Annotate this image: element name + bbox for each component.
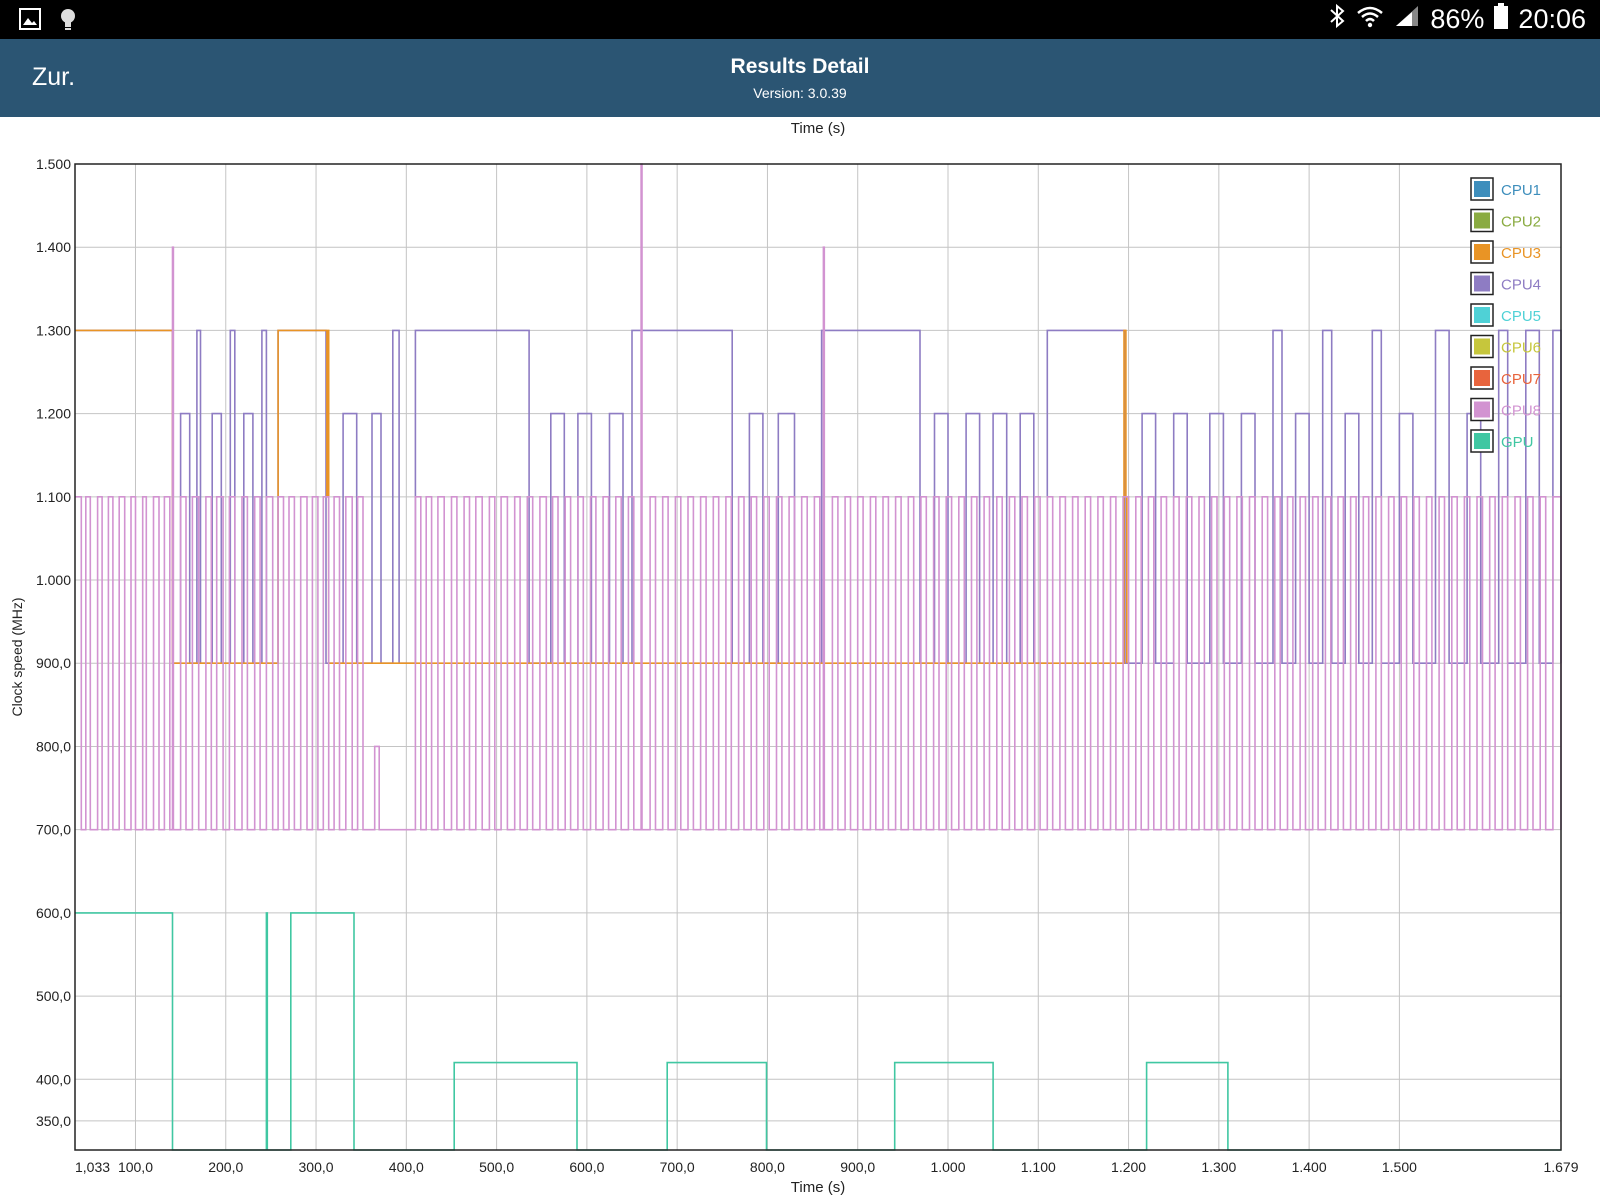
series-lines <box>75 163 1562 1151</box>
legend-swatch-cpu8 <box>1474 401 1490 418</box>
legend-swatch-cpu3 <box>1474 244 1490 260</box>
legend-swatch-cpu1 <box>1474 181 1490 197</box>
y-tick-label: 1.200 <box>36 406 71 422</box>
clock: 20:06 <box>1518 4 1586 34</box>
x-axis-title: Time (s) <box>791 1179 845 1196</box>
wifi-icon <box>1356 4 1384 35</box>
x-tick-label: 700,0 <box>660 1159 695 1175</box>
gallery-icon <box>19 8 41 35</box>
legend-swatch-cpu7 <box>1474 370 1490 386</box>
x-tick-label: 1.679 <box>1543 1159 1578 1175</box>
legend-label-cpu6: CPU6 <box>1501 340 1541 357</box>
y-tick-label: 800,0 <box>36 738 71 754</box>
x-tick-label: 400,0 <box>389 1159 424 1175</box>
legend-label-cpu1: CPU1 <box>1501 182 1541 199</box>
x-tick-label: 1.300 <box>1201 1159 1236 1175</box>
x-tick-label: 300,0 <box>299 1159 334 1175</box>
y-tick-label: 1.400 <box>36 239 71 255</box>
x-tick-label: 1.000 <box>930 1159 965 1175</box>
legend-label-cpu5: CPU5 <box>1501 308 1541 325</box>
y-tick-label: 1.100 <box>36 489 71 505</box>
y-tick-label: 600,0 <box>36 905 71 921</box>
page-title: Results Detail <box>730 55 870 78</box>
legend-label-cpu2: CPU2 <box>1501 214 1541 231</box>
y-tick-label: 400,0 <box>36 1071 71 1087</box>
battery-icon <box>1494 3 1509 36</box>
x-tick-label: 1.400 <box>1292 1159 1327 1175</box>
legend-swatch-cpu6 <box>1474 338 1490 355</box>
legend-label-cpu4: CPU4 <box>1501 277 1541 294</box>
legend-swatch-cpu5 <box>1474 307 1490 323</box>
x-tick-label: 900,0 <box>840 1159 875 1175</box>
y-tick-label: 1.300 <box>36 322 71 338</box>
legend-label-cpu3: CPU3 <box>1501 245 1541 262</box>
status-bar: 86% 20:06 <box>0 0 1600 39</box>
legend-swatch-cpu2 <box>1474 212 1490 229</box>
legend-label-cpu8: CPU8 <box>1501 403 1541 420</box>
axes: 1,033 100,0 200,0 300,0 400,0 500,0 600,0 700,0… <box>9 156 1579 1196</box>
version-label: Version: 3.0.39 <box>753 85 847 101</box>
legend-swatch-cpu4 <box>1474 275 1490 292</box>
legend-swatch-gpu <box>1474 433 1490 449</box>
y-axis-title: Clock speed (MHz) <box>9 597 25 716</box>
lightbulb-icon <box>58 8 78 37</box>
x-tick-label: 100,0 <box>118 1159 153 1175</box>
app-bar: Zur. Results Detail Version: 3.0.39 <box>0 39 1600 117</box>
signal-icon <box>1394 4 1420 35</box>
y-tick-label: 350,0 <box>36 1113 71 1129</box>
x-tick-label: 1,033 <box>75 1159 110 1175</box>
series-line-gpu <box>75 912 1561 1151</box>
clock-speed-chart: 1,033 100,0 200,0 300,0 400,0 500,0 600,0 700,0… <box>9 156 1579 1196</box>
back-button[interactable]: Zur. <box>32 63 76 91</box>
legend-label-gpu: GPU <box>1501 434 1534 451</box>
x-tick-label: 200,0 <box>208 1159 243 1175</box>
y-tick-label: 900,0 <box>36 655 71 671</box>
series-line-cpu8 <box>75 163 1562 831</box>
x-tick-label: 600,0 <box>569 1159 604 1175</box>
x-tick-label: 500,0 <box>479 1159 514 1175</box>
x-tick-label: 1.200 <box>1111 1159 1146 1175</box>
y-tick-label: 1.000 <box>36 572 71 588</box>
y-tick-label: 500,0 <box>36 988 71 1004</box>
legend-label-cpu7: CPU7 <box>1501 371 1541 388</box>
battery-percent: 86% <box>1430 4 1485 34</box>
x-tick-label: 1.100 <box>1021 1159 1056 1175</box>
legend: CPU1 CPU2 CPU3 CPU4 CPU5 CPU6 CPU7 CPU8 GPU <box>1470 177 1541 453</box>
x-tick-label: 800,0 <box>750 1159 785 1175</box>
y-tick-label: 700,0 <box>36 822 71 838</box>
plot-frame <box>74 163 1562 1151</box>
x-tick-label: 1.500 <box>1382 1159 1417 1175</box>
y-tick-label: 1.500 <box>36 156 71 172</box>
top-axis-label: Time (s) <box>790 120 846 137</box>
bluetooth-icon <box>1328 3 1346 36</box>
